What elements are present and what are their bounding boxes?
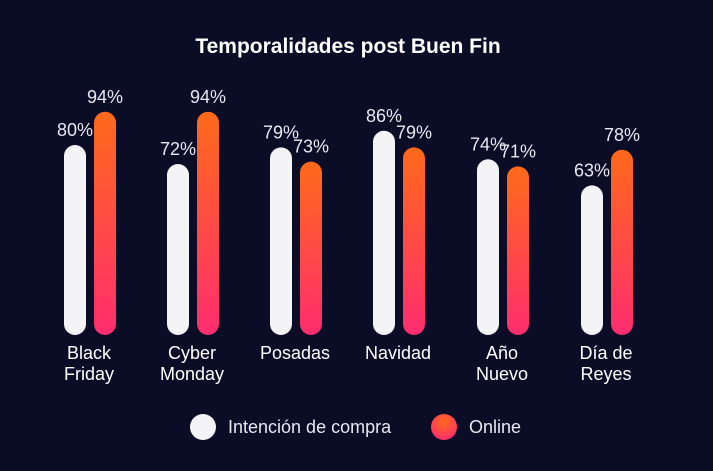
value-label-intencion-4: 74% [470, 134, 506, 154]
bar-intencion-0 [64, 145, 86, 335]
value-label-intencion-5: 63% [574, 160, 610, 180]
bar-intencion-1 [167, 164, 189, 335]
value-label-online-4: 71% [500, 141, 536, 161]
bar-online-0 [94, 111, 116, 335]
bar-online-1 [197, 111, 219, 335]
value-label-intencion-0: 80% [57, 120, 93, 140]
value-label-online-3: 79% [396, 122, 432, 142]
value-label-online-0: 94% [87, 87, 123, 107]
bar-online-4 [507, 166, 529, 335]
legend-label-online: Online [469, 417, 521, 437]
category-label-1-line-1: Monday [160, 364, 224, 384]
legend-swatch-online [431, 414, 457, 440]
value-label-online-5: 78% [604, 125, 640, 145]
category-label-4-line-0: Año [486, 343, 518, 363]
value-label-intencion-2: 79% [263, 122, 299, 142]
bar-intencion-3 [373, 130, 395, 335]
bar-intencion-5 [581, 185, 603, 335]
value-label-intencion-1: 72% [160, 139, 196, 159]
legend-label-intencion: Intención de compra [228, 417, 392, 437]
bar-intencion-2 [270, 147, 292, 335]
value-label-intencion-3: 86% [366, 106, 402, 126]
bar-online-5 [611, 149, 633, 335]
category-label-4-line-1: Nuevo [476, 364, 528, 384]
value-label-online-2: 73% [293, 137, 329, 157]
category-label-0-line-0: Black [67, 343, 112, 363]
bar-online-2 [300, 161, 322, 335]
category-label-1-line-0: Cyber [168, 343, 216, 363]
chart-title: Temporalidades post Buen Fin [195, 35, 500, 58]
bars-group: 80%94%BlackFriday72%94%CyberMonday79%73%… [57, 87, 640, 384]
category-label-2-line-0: Posadas [260, 343, 330, 363]
category-label-0-line-1: Friday [64, 364, 114, 384]
bar-intencion-4 [477, 159, 499, 335]
bar-online-3 [403, 147, 425, 335]
legend-swatch-intencion [190, 414, 216, 440]
category-label-5-line-1: Reyes [580, 364, 631, 384]
category-label-5-line-0: Día de [579, 343, 632, 363]
category-label-3-line-0: Navidad [365, 343, 431, 363]
legend: Intención de compra Online [190, 414, 521, 440]
value-label-online-1: 94% [190, 87, 226, 107]
